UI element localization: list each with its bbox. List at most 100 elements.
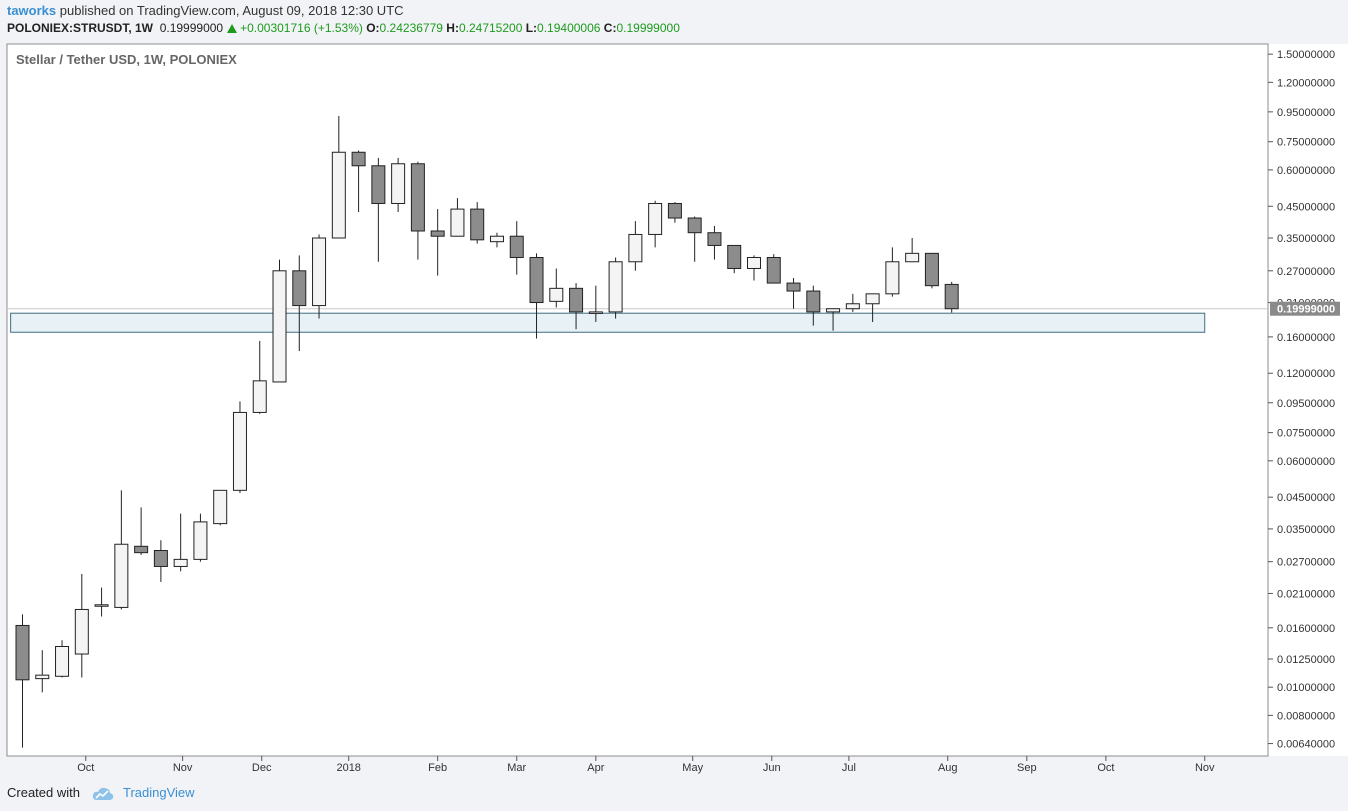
candle[interactable] — [845, 293, 860, 312]
y-tick-label: 0.03500000 — [1277, 524, 1335, 536]
candle[interactable] — [549, 268, 564, 308]
candle[interactable] — [766, 254, 781, 284]
candle-body-down — [410, 163, 425, 232]
last-price-label-bg — [1270, 301, 1340, 316]
last-price: 0.19999000 — [159, 21, 224, 35]
y-tick-label: 0.06000000 — [1277, 456, 1335, 468]
candle[interactable] — [727, 244, 742, 274]
candle[interactable] — [153, 540, 168, 582]
candle[interactable] — [371, 157, 386, 262]
candle[interactable] — [746, 255, 761, 281]
y-tick-label: 0.01250000 — [1277, 654, 1335, 666]
candle[interactable] — [529, 253, 544, 339]
candle-body-up — [450, 208, 465, 237]
candle[interactable] — [509, 221, 524, 275]
candle-body-up — [549, 287, 564, 302]
candle[interactable] — [470, 202, 485, 244]
y-tick-label: 0.00640000 — [1277, 739, 1335, 751]
candle[interactable] — [331, 115, 346, 239]
candle[interactable] — [608, 257, 623, 319]
candle[interactable] — [865, 293, 880, 323]
candle[interactable] — [944, 281, 959, 313]
close-label: C: — [603, 21, 617, 35]
candle[interactable] — [569, 283, 584, 330]
x-tick-label: Nov — [1195, 762, 1215, 774]
chart-title: Stellar / Tether USD, 1W, POLONIEX — [16, 52, 237, 67]
candle[interactable] — [648, 200, 663, 248]
candle[interactable] — [173, 513, 188, 572]
candle-body-up — [608, 261, 623, 313]
candle[interactable] — [806, 285, 821, 326]
low-label: L: — [525, 21, 538, 35]
candle-body-down — [727, 244, 742, 269]
candle[interactable] — [312, 234, 327, 319]
candle[interactable] — [430, 209, 445, 276]
candle[interactable] — [94, 587, 109, 617]
candle[interactable] — [707, 225, 722, 260]
candle-body-down — [15, 624, 30, 681]
y-tick-label: 0.01000000 — [1277, 682, 1335, 694]
candle[interactable] — [410, 161, 425, 260]
candle-body-up — [312, 237, 327, 307]
price-chart[interactable]: Stellar / Tether USD, 1W, POLONIEX 1.500… — [0, 40, 1348, 780]
candle[interactable] — [35, 650, 50, 693]
candle[interactable] — [74, 573, 89, 678]
ohlc-legend: POLONIEX:STRUSDT, 1W 0.19999000 +0.003017… — [7, 21, 680, 35]
candle-body-down — [153, 550, 168, 567]
candle[interactable] — [193, 513, 208, 562]
candle-body-up — [885, 261, 900, 295]
price-change: +0.00301716 (+1.53%) — [240, 21, 363, 35]
y-tick-label: 0.60000000 — [1277, 165, 1335, 177]
last-price-label: 0.19999000 — [1277, 304, 1335, 316]
candle[interactable] — [667, 202, 682, 223]
support-zone-rectangle[interactable] — [10, 312, 1206, 333]
created-with-label: Created with — [7, 785, 80, 800]
x-tick-label: May — [682, 762, 703, 774]
candle[interactable] — [55, 640, 70, 678]
candle-body-up — [35, 674, 50, 680]
y-tick-label: 0.75000000 — [1277, 137, 1335, 149]
author-link[interactable]: taworks — [7, 3, 57, 18]
candle[interactable] — [924, 252, 939, 289]
candle[interactable] — [885, 247, 900, 297]
plot-area — [6, 43, 1269, 757]
candle-body-up — [905, 252, 920, 263]
tradingview-link[interactable]: TradingView — [123, 785, 195, 800]
candle-body-down — [707, 232, 722, 246]
candle[interactable] — [272, 259, 287, 383]
candle[interactable] — [134, 507, 149, 555]
candle[interactable] — [252, 340, 267, 414]
candle[interactable] — [232, 401, 247, 494]
candle[interactable] — [292, 255, 307, 352]
candle[interactable] — [588, 285, 603, 323]
y-tick-label: 0.09500000 — [1277, 398, 1335, 410]
candle[interactable] — [15, 614, 30, 748]
candle[interactable] — [351, 150, 366, 213]
candle[interactable] — [450, 198, 465, 237]
candle-body-up — [114, 543, 129, 608]
candle-body-down — [134, 545, 149, 554]
candle-body-down — [667, 202, 682, 219]
candle[interactable] — [391, 157, 406, 213]
candle-body-up — [252, 380, 267, 413]
y-tick-label: 1.20000000 — [1277, 77, 1335, 89]
candle[interactable] — [786, 278, 801, 309]
candle-body-down — [924, 252, 939, 287]
x-tick-label: Sep — [1017, 762, 1037, 774]
candle-body-up — [272, 270, 287, 383]
candle[interactable] — [489, 232, 504, 248]
candle[interactable] — [213, 489, 228, 526]
candle[interactable] — [905, 238, 920, 263]
open-value: 0.24236779 — [379, 21, 443, 35]
candle-body-up — [55, 645, 70, 677]
candle-body-down — [529, 256, 544, 304]
candle[interactable] — [687, 216, 702, 262]
candle[interactable] — [114, 490, 129, 610]
published-text: published on TradingView.com, August 09,… — [59, 3, 404, 18]
candle[interactable] — [826, 308, 841, 331]
price-axis[interactable] — [1268, 44, 1348, 756]
y-tick-label: 0.02100000 — [1277, 588, 1335, 600]
candle[interactable] — [628, 221, 643, 271]
x-tick-label: Jul — [842, 762, 856, 774]
x-tick-label: Oct — [77, 762, 94, 774]
